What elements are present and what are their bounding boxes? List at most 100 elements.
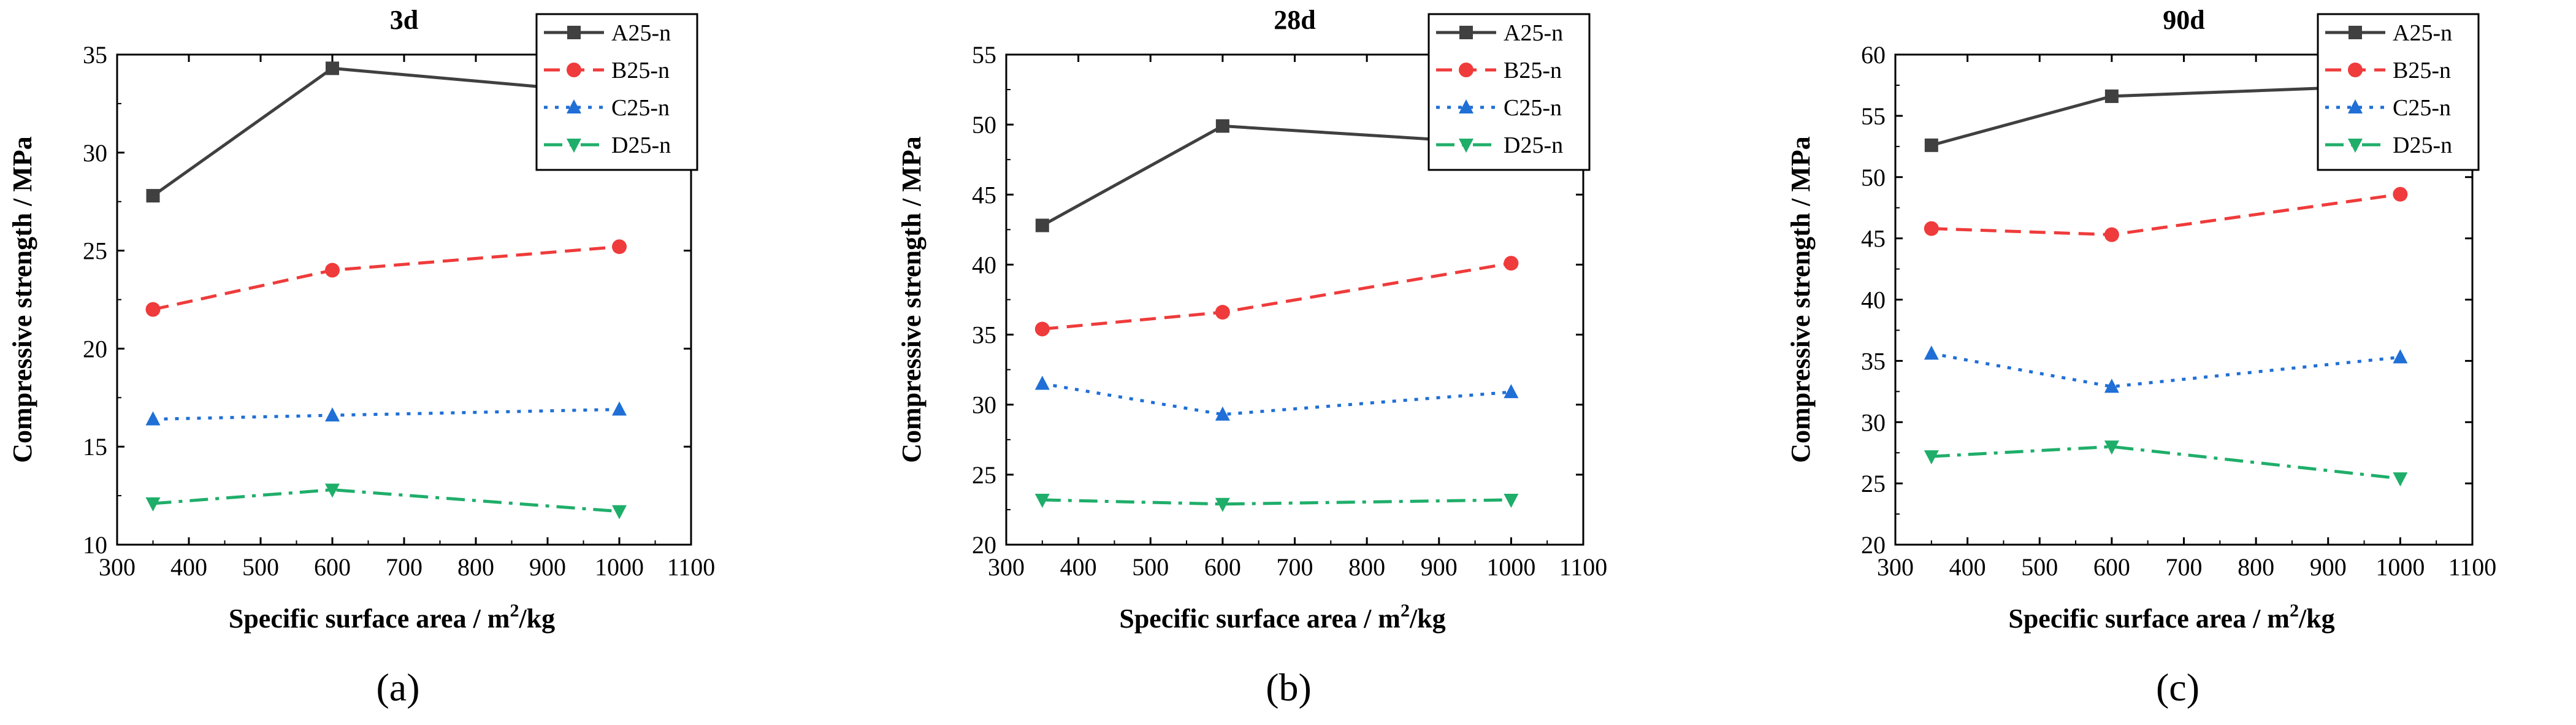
y-tick-label: 60 — [1861, 41, 1886, 69]
panel-label: (b) — [1266, 666, 1312, 709]
series-line-D25-n — [1931, 445, 2401, 480]
series-line-C25-n — [1931, 351, 2401, 388]
x-tick-label: 1100 — [2448, 553, 2497, 581]
data-point-C25-n — [1924, 345, 1939, 360]
y-tick-label: 25 — [1861, 470, 1886, 497]
data-point-D25-n — [612, 505, 627, 520]
data-point-B25-n — [1504, 256, 1519, 271]
legend-box — [2317, 13, 2480, 171]
x-tick-label: 400 — [1949, 553, 1986, 581]
x-axis-label-sup: 2 — [1401, 600, 1410, 621]
x-tick-label: 1000 — [595, 553, 644, 581]
x-tick-label: 400 — [1060, 553, 1097, 581]
x-tick-label: 1000 — [1486, 553, 1535, 581]
legend-marker-B25-n — [567, 63, 581, 77]
x-tick-label: 300 — [988, 553, 1025, 581]
data-point-C25-n — [1215, 406, 1230, 421]
legend-marker-C25-n — [2348, 99, 2363, 113]
x-tick-label: 700 — [2166, 553, 2203, 581]
legend-marker-C25-n — [1459, 99, 1473, 113]
data-point-B25-n — [1034, 321, 1050, 337]
x-tick-label: 300 — [99, 553, 136, 581]
y-tick-label: 40 — [972, 251, 996, 278]
x-axis-label-tail: /kg — [518, 604, 555, 634]
legend-label-B25-n: B25-n — [1504, 58, 1562, 83]
y-tick-label: 45 — [972, 181, 996, 209]
data-point-D25-n — [325, 483, 340, 498]
y-tick-label: 55 — [1861, 102, 1886, 130]
x-tick-label: 900 — [529, 553, 566, 581]
data-point-D25-n — [1504, 493, 1519, 508]
legend-marker-B25-n — [2348, 63, 2363, 77]
x-axis-label-sup: 2 — [2290, 600, 2299, 621]
data-point-A25-n — [326, 61, 339, 75]
data-point-C25-n — [2104, 378, 2119, 393]
legend-marker-A25-n — [1459, 26, 1473, 39]
legend-marker-A25-n — [2349, 26, 2362, 39]
x-tick-label: 600 — [2093, 553, 2130, 581]
y-axis-label: Compressive strength / MPa — [7, 136, 37, 462]
data-point-B25-n — [1215, 305, 1230, 320]
data-point-B25-n — [1924, 221, 1939, 236]
x-axis-label-main: Specific surface area / m — [1119, 604, 1401, 634]
y-tick-label: 35 — [83, 41, 107, 69]
y-axis-label: Compressive strength / MPa — [896, 136, 927, 462]
legend-label-D25-n: D25-n — [2393, 132, 2452, 158]
x-tick-label: 600 — [1204, 553, 1241, 581]
y-tick-label: 40 — [1861, 286, 1886, 314]
data-point-D25-n — [2393, 472, 2408, 487]
data-point-D25-n — [1034, 493, 1050, 508]
y-tick-label: 50 — [972, 111, 996, 139]
data-point-B25-n — [145, 302, 161, 317]
y-tick-label: 30 — [972, 391, 996, 419]
data-point-B25-n — [325, 263, 340, 278]
y-tick-label: 25 — [83, 237, 107, 265]
x-tick-label: 500 — [1132, 553, 1169, 581]
data-point-D25-n — [1215, 497, 1230, 512]
legend-label-A25-n: A25-n — [2393, 20, 2452, 46]
data-point-A25-n — [1215, 119, 1229, 133]
y-tick-label: 10 — [83, 531, 107, 559]
legend-label-C25-n: C25-n — [2393, 95, 2451, 121]
x-axis-label-main: Specific surface area / m — [2008, 604, 2290, 634]
legend-label-B25-n: B25-n — [611, 58, 670, 83]
x-tick-label: 900 — [1421, 553, 1458, 581]
panel-label: (a) — [376, 666, 419, 709]
x-tick-label: 700 — [1277, 553, 1313, 581]
x-tick-label: 500 — [2021, 553, 2058, 581]
data-point-D25-n — [145, 497, 161, 512]
x-tick-label: 1100 — [1559, 553, 1608, 581]
x-tick-label: 1100 — [667, 553, 716, 581]
data-point-B25-n — [2104, 227, 2119, 242]
y-tick-label: 50 — [1861, 164, 1886, 191]
x-tick-label: 1000 — [2375, 553, 2425, 581]
x-tick-label: 800 — [1348, 553, 1385, 581]
y-tick-label: 20 — [972, 531, 996, 559]
data-point-B25-n — [612, 239, 627, 255]
x-axis-label-tail: /kg — [1409, 604, 1446, 634]
chart-panel-c: 90d 300 400 500 600 700 800 900 1000 1100 20 25 30 35… — [1786, 5, 2496, 709]
y-tick-label: 45 — [1861, 225, 1886, 253]
x-tick-label: 600 — [314, 553, 351, 581]
data-point-B25-n — [2393, 186, 2408, 202]
series-line-C25-n — [1042, 382, 1512, 416]
legend-label-D25-n: D25-n — [611, 132, 671, 158]
y-tick-label: 25 — [972, 461, 996, 489]
y-tick-label: 30 — [83, 139, 107, 167]
chart-title: 3d — [390, 5, 418, 35]
legend-marker-D25-n — [2348, 139, 2363, 153]
data-point-A25-n — [2104, 89, 2119, 103]
legend-label-A25-n: A25-n — [1504, 20, 1563, 46]
x-tick-label: 300 — [1877, 553, 1914, 581]
data-point-C25-n — [1034, 375, 1050, 390]
data-point-A25-n — [146, 189, 160, 203]
x-tick-label: 500 — [242, 553, 279, 581]
legend-label-A25-n: A25-n — [611, 20, 671, 46]
legend-box — [535, 13, 698, 171]
x-tick-label: 900 — [2310, 553, 2347, 581]
y-tick-label: 20 — [83, 335, 107, 362]
legend-box — [1428, 13, 1591, 171]
x-tick-label: 800 — [2238, 553, 2274, 581]
